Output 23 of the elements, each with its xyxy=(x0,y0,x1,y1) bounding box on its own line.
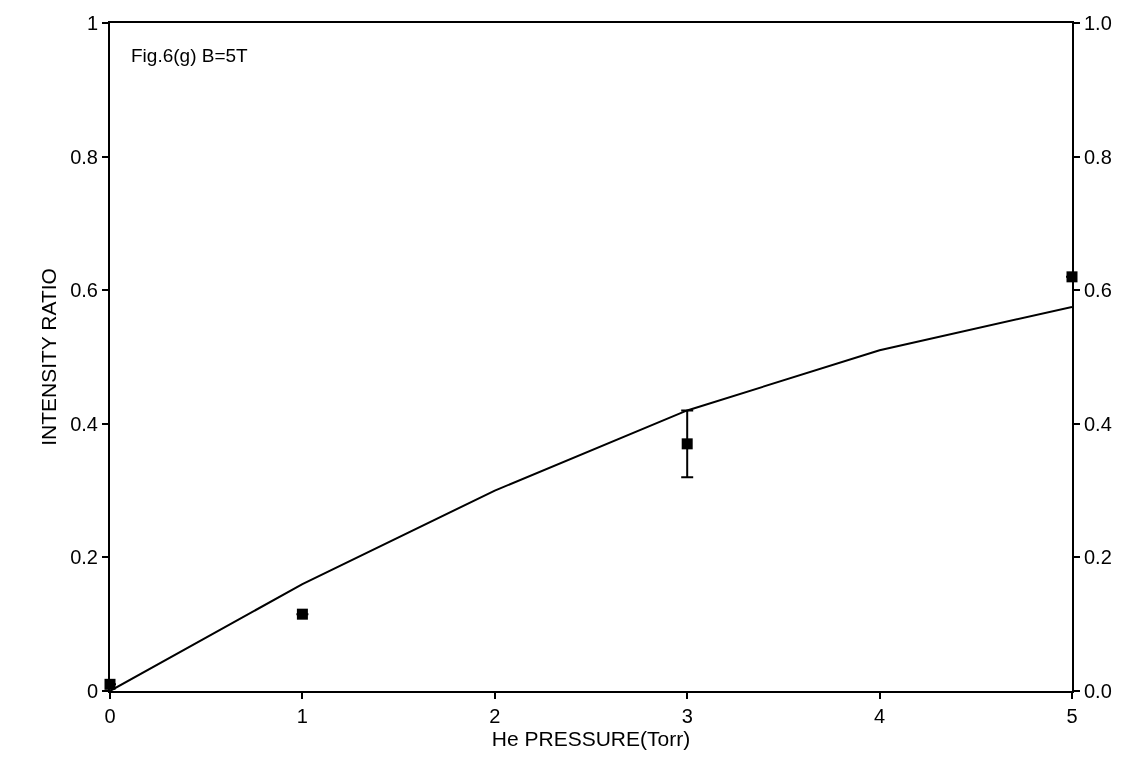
x-tick-label: 5 xyxy=(1066,705,1078,727)
x-axis-title: He PRESSURE(Torr) xyxy=(491,727,691,750)
x-tick-label: 0 xyxy=(104,705,116,727)
x-tick-label: 4 xyxy=(874,705,886,727)
x-tick-label: 1 xyxy=(296,705,308,727)
y2-tick-label: 0.2 xyxy=(1084,546,1112,569)
point xyxy=(681,438,693,450)
y-tick-label: 0.8 xyxy=(70,145,98,168)
y2-tick-label: 0.4 xyxy=(1084,412,1112,435)
x-tick-label: 2 xyxy=(489,705,501,727)
point xyxy=(296,608,308,620)
y-tick-label: 1 xyxy=(86,12,98,34)
y2-tick-label: 0.0 xyxy=(1084,680,1112,702)
y-tick-label: 0 xyxy=(86,680,98,702)
y-tick-label: 0.2 xyxy=(70,546,98,569)
y-axis-title: INTENSITY RATIO xyxy=(36,268,60,446)
y-tick-label: 0.4 xyxy=(70,412,98,435)
y2-tick-label: 0.6 xyxy=(1084,279,1112,302)
y-tick-label: 0.6 xyxy=(70,279,98,302)
x-tick-label: 3 xyxy=(681,705,693,727)
annotation: Fig.6(g) B=5T xyxy=(131,45,249,66)
y2-tick-label: 1.0 xyxy=(1084,12,1112,34)
y2-tick-label: 0.8 xyxy=(1084,145,1112,168)
